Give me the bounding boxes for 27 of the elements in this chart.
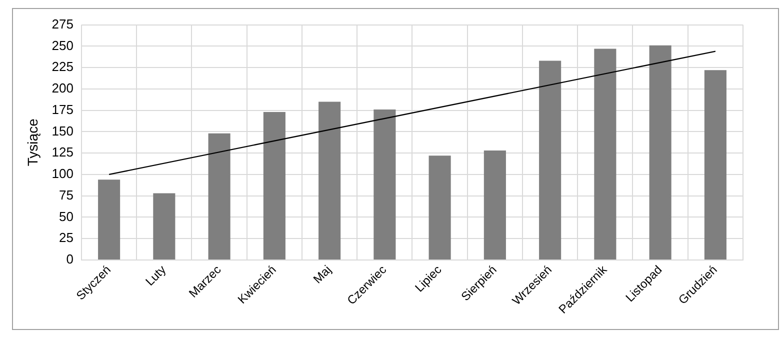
y-tick-label: 25 (59, 230, 74, 246)
bar (539, 60, 562, 260)
bar (484, 150, 506, 260)
bar (374, 109, 396, 260)
y-tick-label: 150 (52, 123, 74, 138)
bar (704, 70, 726, 260)
bar (318, 102, 341, 260)
y-tick-label: 250 (52, 38, 74, 53)
y-tick-label: 200 (52, 80, 74, 96)
y-tick-label: 275 (52, 16, 74, 32)
y-tick-label: 225 (52, 59, 74, 74)
y-axis-title: Tysiące (24, 118, 40, 166)
y-tick-label: 0 (66, 252, 74, 267)
bar (263, 112, 286, 260)
y-tick-label: 100 (52, 166, 74, 182)
y-tick-label: 75 (59, 187, 74, 202)
x-tick-label: Luty (142, 262, 169, 289)
y-tick-label: 50 (59, 208, 74, 224)
y-tick-label: 175 (52, 102, 74, 117)
x-tick-label: Maj (310, 262, 334, 286)
bar (98, 180, 120, 260)
bar (428, 156, 451, 260)
bar (649, 45, 672, 260)
y-tick-label: 125 (52, 144, 74, 160)
bar (208, 133, 230, 260)
bar (594, 48, 616, 260)
bar (153, 193, 176, 260)
